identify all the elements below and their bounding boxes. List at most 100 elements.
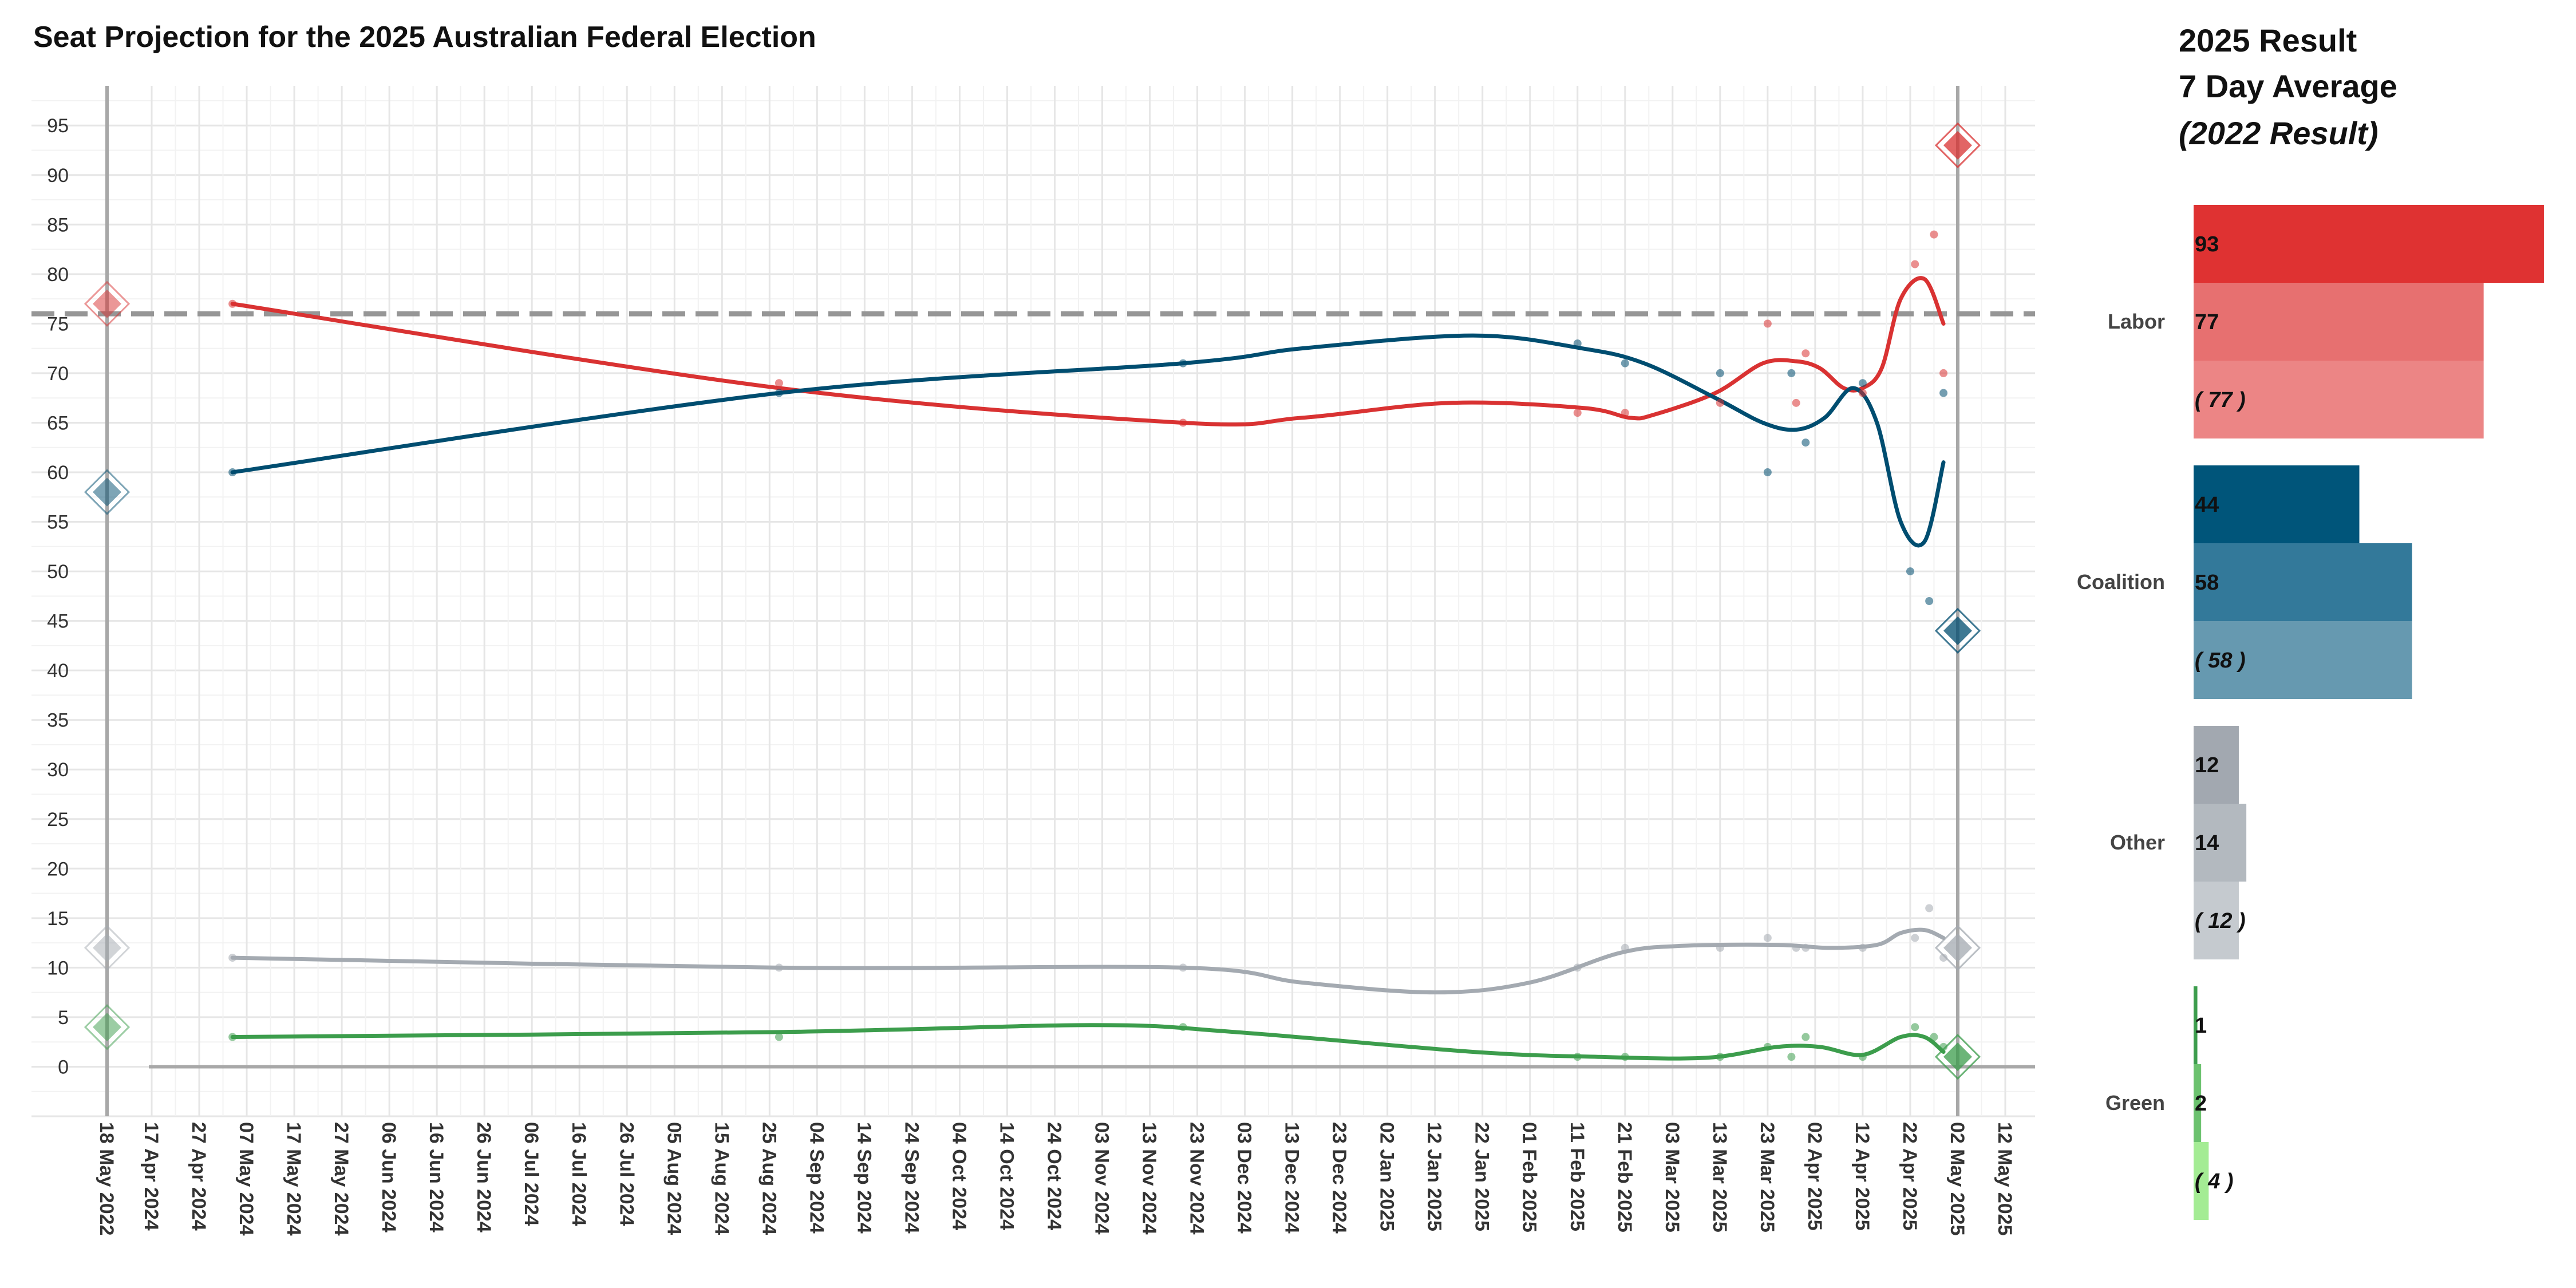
x-tick-label: 25 Aug 2024 xyxy=(758,1122,780,1235)
diamond-outline xyxy=(1934,122,1981,168)
result-bar-label: ( 12 ) xyxy=(2195,909,2246,933)
poll-point-other xyxy=(1801,943,1810,952)
diamond-outline xyxy=(84,924,131,971)
result-bar-label: ( 58 ) xyxy=(2195,649,2246,673)
x-tick-label: 15 Aug 2024 xyxy=(710,1122,732,1235)
y-tick-label: 95 xyxy=(47,115,69,137)
diamond-fill xyxy=(1943,616,1972,645)
poll-point-other xyxy=(1792,943,1800,952)
result-bar-coalition-average xyxy=(2194,543,2412,621)
poll-point-labor xyxy=(1179,418,1187,427)
result-markers xyxy=(84,122,1981,1080)
poll-point-other xyxy=(1911,934,1919,942)
diamond-fill xyxy=(93,477,121,507)
x-tick-label: 23 Nov 2024 xyxy=(1186,1122,1208,1235)
y-tick-label: 90 xyxy=(47,165,69,187)
poll-point-coalition xyxy=(1179,359,1187,368)
poll-point-labor xyxy=(1939,369,1948,377)
poll-point-labor xyxy=(1716,398,1724,407)
x-tick-label: 23 Mar 2025 xyxy=(1756,1122,1778,1232)
y-tick-label: 10 xyxy=(47,957,69,979)
x-tick-label: 12 Apr 2025 xyxy=(1851,1122,1873,1231)
result-bar-green-2025 xyxy=(2194,986,2198,1064)
marker-2025-green xyxy=(1934,1034,1981,1080)
result-bar-green-average xyxy=(2194,1064,2202,1142)
diamond-outline xyxy=(84,280,131,327)
x-tick-label: 06 Jul 2024 xyxy=(520,1122,542,1226)
diamond-fill xyxy=(1943,933,1972,962)
x-tick-label: 13 Mar 2025 xyxy=(1709,1122,1730,1232)
panel-party-label-green: Green xyxy=(2105,1091,2165,1115)
result-bar-label: 14 xyxy=(2195,831,2219,855)
marker-2022-other xyxy=(84,924,131,971)
result-bar-coalition-2022 xyxy=(2194,621,2412,699)
x-tick-label: 02 May 2025 xyxy=(1946,1122,1968,1236)
poll-point-other xyxy=(1716,943,1724,952)
x-tick-label: 21 Feb 2025 xyxy=(1614,1122,1635,1232)
x-tick-label: 24 Oct 2024 xyxy=(1043,1122,1065,1230)
poll-point-other xyxy=(1939,954,1948,962)
poll-point-other xyxy=(1573,963,1582,972)
poll-point-coalition xyxy=(1716,369,1724,377)
x-tick-label: 14 Sep 2024 xyxy=(853,1122,875,1234)
poll-point-green xyxy=(1787,1053,1796,1061)
poll-point-labor xyxy=(1621,409,1629,417)
poll-points xyxy=(228,230,1948,1061)
poll-point-coalition xyxy=(1858,379,1867,388)
x-tick-label: 13 Dec 2024 xyxy=(1281,1122,1303,1234)
series-line-green xyxy=(230,1023,1946,1061)
x-tick-label: 17 Apr 2024 xyxy=(140,1122,162,1231)
y-tick-label: 30 xyxy=(47,759,69,781)
panel-party-label-coalition: Coalition xyxy=(2077,570,2165,594)
panel-header: 2025 Result 7 Day Average (2022 Result) xyxy=(2179,22,2397,151)
y-tick-label: 70 xyxy=(47,363,69,385)
result-bar-label: 58 xyxy=(2195,571,2219,595)
poll-point-green xyxy=(775,1033,783,1041)
y-tick-label: 50 xyxy=(47,561,69,583)
x-tick-label: 13 Nov 2024 xyxy=(1139,1122,1160,1235)
diamond-outline xyxy=(84,1004,131,1050)
poll-point-green xyxy=(1930,1033,1938,1041)
poll-point-green xyxy=(1911,1023,1919,1032)
result-bar-label: 44 xyxy=(2195,493,2219,517)
diamond-outline xyxy=(1934,607,1981,654)
panel-party-label-other: Other xyxy=(2110,831,2165,854)
poll-point-green xyxy=(1179,1023,1187,1032)
result-bar-label: 93 xyxy=(2195,232,2219,256)
poll-point-labor xyxy=(228,299,237,308)
panel-title-result: 2025 Result xyxy=(2179,22,2357,58)
poll-point-green xyxy=(1858,1053,1867,1061)
poll-point-other xyxy=(1925,904,1934,912)
marker-2022-labor xyxy=(84,280,131,327)
y-tick-label: 25 xyxy=(47,809,69,831)
y-tick-label: 0 xyxy=(58,1056,69,1078)
x-tick-label: 14 Oct 2024 xyxy=(995,1122,1017,1230)
poll-point-labor xyxy=(1573,409,1582,417)
x-tick-label: 03 Mar 2025 xyxy=(1661,1122,1683,1232)
result-bar-label: ( 4 ) xyxy=(2195,1170,2234,1194)
marker-2022-coalition xyxy=(84,469,131,515)
result-bar-label: ( 77 ) xyxy=(2195,388,2246,412)
diamond-fill xyxy=(93,933,121,962)
result-bars: Labor 93 77 ( 77 ) Coalition 44 58 ( 58 ) Other 1… xyxy=(2077,205,2544,1220)
x-tick-label: 26 Jun 2024 xyxy=(473,1122,495,1232)
x-tick-label: 23 Dec 2024 xyxy=(1329,1122,1350,1234)
x-tick-label: 03 Dec 2024 xyxy=(1234,1122,1255,1234)
x-tick-label: 22 Apr 2025 xyxy=(1899,1122,1921,1231)
x-tick-label: 04 Sep 2024 xyxy=(805,1122,827,1234)
x-tick-label: 27 Apr 2024 xyxy=(188,1122,210,1231)
poll-point-coalition xyxy=(1763,468,1772,476)
poll-point-other xyxy=(228,954,237,962)
y-tick-label: 45 xyxy=(47,611,69,633)
panel-title-average: 7 Day Average xyxy=(2179,68,2397,104)
poll-point-other xyxy=(1621,943,1629,952)
panel-title-2022: (2022 Result) xyxy=(2179,115,2379,151)
y-tick-label: 35 xyxy=(47,710,69,732)
poll-point-green xyxy=(1573,1053,1582,1061)
series-line-other xyxy=(230,927,1946,995)
reference-lines xyxy=(31,86,2035,1116)
x-tick-label: 12 Jan 2025 xyxy=(1424,1122,1445,1231)
marker-2022-green xyxy=(84,1004,131,1050)
y-tick-label: 60 xyxy=(47,462,69,484)
